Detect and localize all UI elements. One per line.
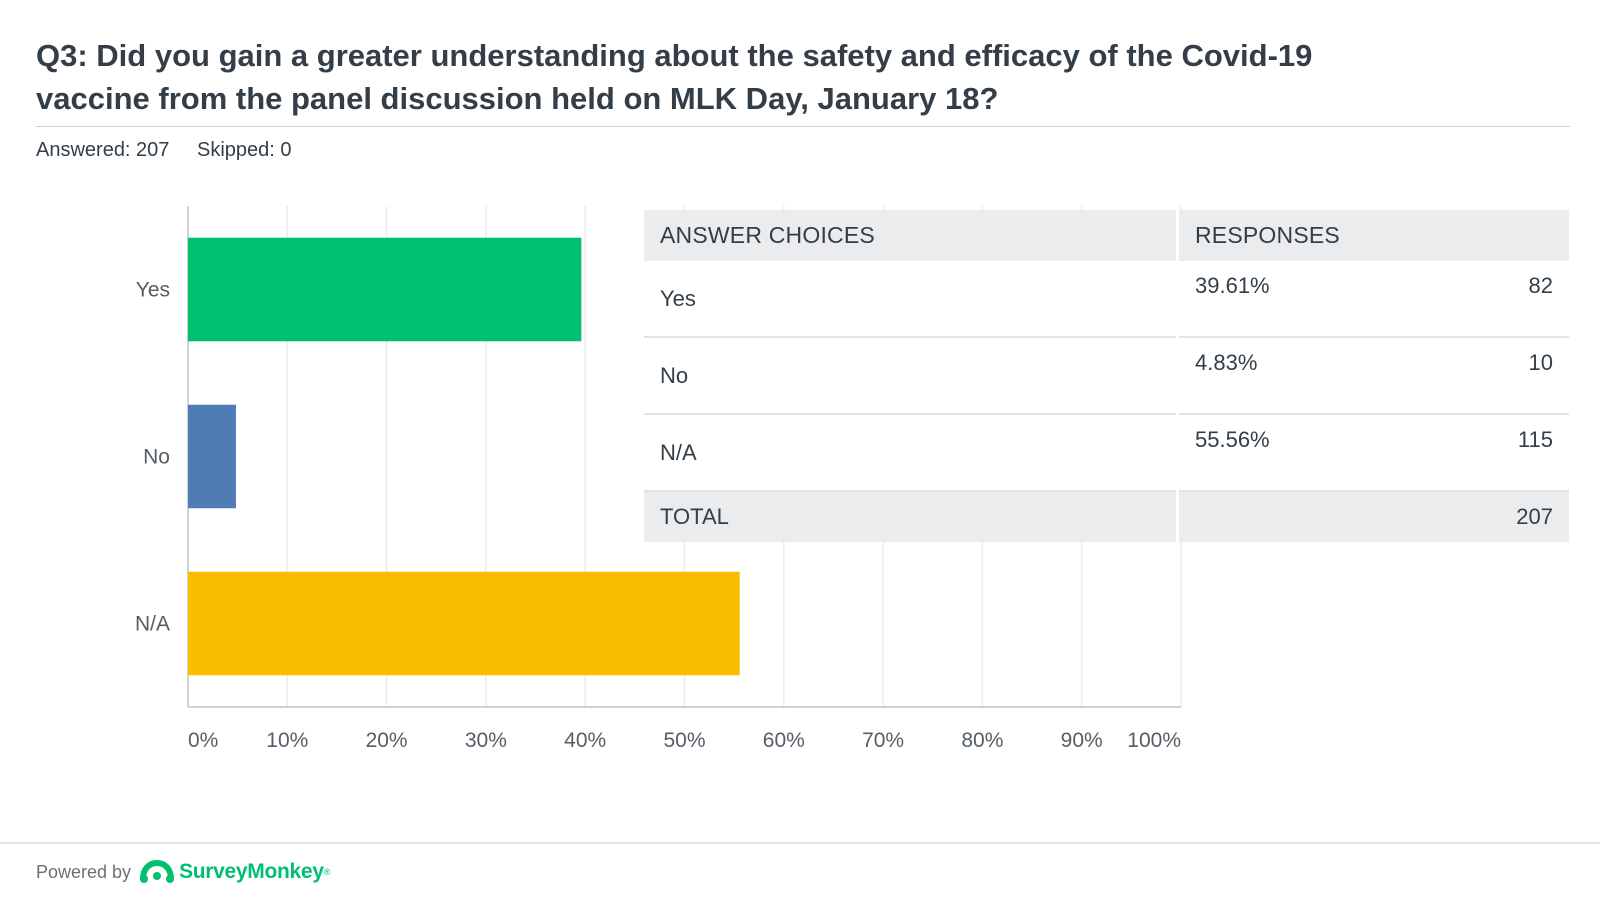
row-count: 82 — [1371, 261, 1569, 338]
x-tick-label: 60% — [763, 729, 805, 752]
bar-no — [188, 404, 236, 509]
row-percent: 4.83% — [1176, 337, 1371, 415]
question-title: Q3: Did you gain a greater understanding… — [36, 38, 1313, 116]
bar-n-a — [188, 571, 740, 676]
table-total-row: TOTAL 207 — [644, 491, 1569, 542]
table-header-row: ANSWER CHOICES RESPONSES — [644, 210, 1569, 261]
footer-divider — [0, 842, 1600, 844]
total-count: 207 — [1371, 491, 1569, 542]
category-label: Yes — [136, 279, 170, 302]
row-count: 10 — [1371, 337, 1569, 415]
row-choice: N/A — [644, 414, 1178, 492]
x-tick-label: 0% — [188, 729, 218, 752]
x-tick-label: 90% — [1061, 729, 1103, 752]
row-choice: Yes — [644, 261, 1178, 338]
row-choice: No — [644, 337, 1178, 415]
x-tick-label: 100% — [1127, 729, 1181, 752]
total-blank — [1176, 491, 1371, 542]
row-count: 115 — [1371, 414, 1569, 492]
row-percent: 39.61% — [1176, 261, 1371, 338]
row-percent: 55.56% — [1176, 414, 1371, 492]
x-tick-label: 70% — [862, 729, 904, 752]
x-tick-label: 20% — [366, 729, 408, 752]
responses-table: ANSWER CHOICES RESPONSES Yes 39.61% 82 N… — [644, 210, 1569, 542]
x-tick-label: 50% — [663, 729, 705, 752]
category-label: N/A — [135, 613, 170, 636]
answered-count: Answered: 207 — [36, 139, 170, 161]
footer: Powered by SurveyMonkey ® — [36, 857, 330, 887]
x-tick-label: 30% — [465, 729, 507, 752]
table-row: Yes 39.61% 82 — [644, 261, 1569, 338]
surveymonkey-brand[interactable]: SurveyMonkey — [179, 860, 324, 883]
response-stats: Answered: 207 Skipped: 0 — [36, 139, 314, 162]
skipped-count: Skipped: 0 — [196, 139, 292, 161]
x-tick-label: 10% — [266, 729, 308, 752]
category-label: No — [143, 446, 170, 469]
x-tick-label: 80% — [961, 729, 1003, 752]
total-label: TOTAL — [644, 491, 1178, 542]
bar-yes — [188, 237, 582, 342]
x-tick-label: 40% — [564, 729, 606, 752]
surveymonkey-logo-icon[interactable] — [139, 859, 175, 885]
trademark-mark: ® — [323, 867, 331, 877]
table-row: N/A 55.56% 115 — [644, 414, 1569, 492]
title-divider — [36, 126, 1570, 127]
powered-by-text: Powered by — [36, 861, 132, 882]
header-responses: RESPONSES — [1176, 210, 1569, 261]
header-answer-choices: ANSWER CHOICES — [644, 210, 1178, 261]
table-row: No 4.83% 10 — [644, 337, 1569, 415]
